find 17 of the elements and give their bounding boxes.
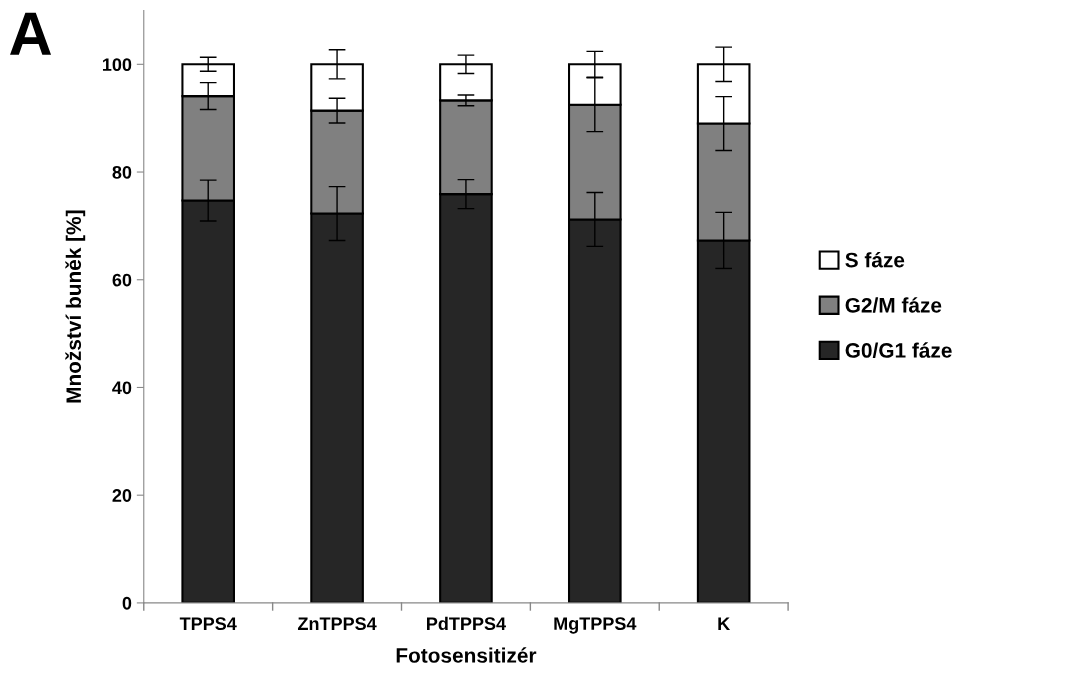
x-tick-label: ZnTPPS4: [297, 617, 377, 631]
x-tick-label: MgTPPS4: [554, 617, 637, 634]
x-tick-label: TPPS4: [179, 617, 237, 631]
x-axis-title: Fotosensitizér: [396, 647, 537, 663]
y-tick-label: 80: [112, 165, 132, 179]
legend-label: G0/G1 fáze: [845, 342, 952, 359]
x-tick-label: PdTPPS4: [427, 616, 506, 631]
y-tick-label: 40: [112, 381, 132, 395]
y-tick-label: 20: [112, 489, 132, 502]
x-tick-label: K: [718, 617, 731, 630]
y-tick-label: 100: [102, 58, 132, 72]
y-tick-label: 60: [112, 273, 132, 287]
legend-label: G2/M fáze: [845, 297, 942, 313]
y-tick-label: 0: [122, 596, 132, 610]
y-axis-title: Množství buněk [%]: [65, 210, 86, 403]
text: A: [10, 12, 52, 55]
legend-label: S fáze: [845, 252, 905, 268]
